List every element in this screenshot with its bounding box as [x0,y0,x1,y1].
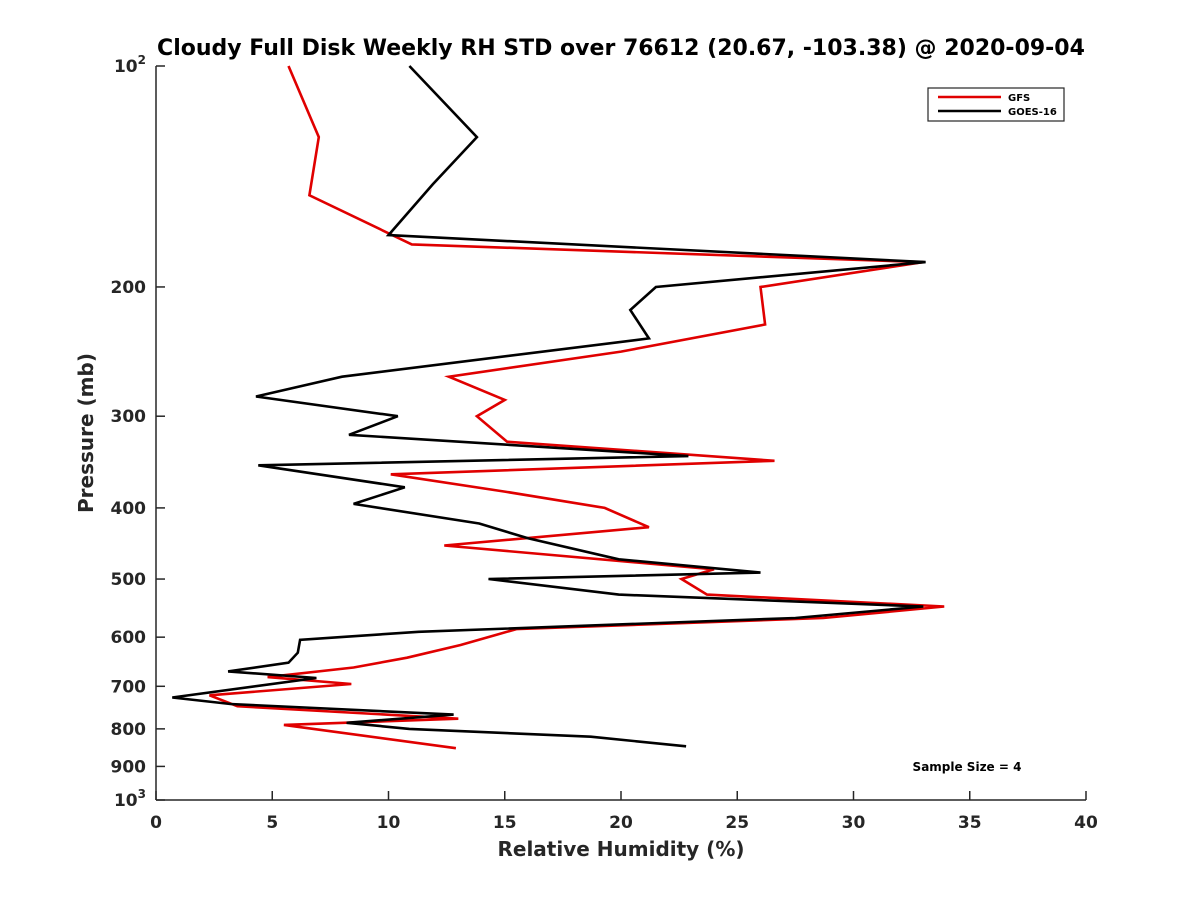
y-tick-label: 300 [111,407,147,427]
legend-entry-goes16: GOES-16 [1008,107,1057,118]
x-tick-label: 0 [150,813,162,833]
y-tick-label: 103 [114,787,146,811]
series-lines [172,65,945,750]
x-tick-label: 10 [377,813,401,833]
legend-box [927,87,1065,122]
x-tick-label: 15 [493,813,517,833]
sample-size-annotation: Sample Size = 4 [913,760,1022,774]
y-axis-label: Pressure (mb) [74,353,98,513]
series-line-goes-16 [172,65,926,748]
y-tick-label: 800 [111,720,147,740]
y-tick-label: 400 [111,499,147,519]
x-axis-label: Relative Humidity (%) [497,837,744,861]
y-tick-label: 102 [114,53,146,77]
y-axis-ticks: 102 200 300 400 500 600 700 800 900 103 [111,53,165,811]
y-tick-label: 900 [111,757,147,777]
x-tick-label: 40 [1074,813,1098,833]
chart-title: Cloudy Full Disk Weekly RH STD over 7661… [157,36,1085,61]
x-tick-label: 20 [609,813,633,833]
x-tick-label: 25 [725,813,749,833]
legend: GFS GOES-16 [927,87,1065,122]
y-tick-label: 500 [111,570,147,590]
y-tick-label: 600 [111,628,147,648]
plot-area: 0 5 10 15 20 25 30 35 40 102 200 300 400 500 600 700 80… [111,53,1098,833]
legend-entry-gfs: GFS [1008,93,1030,104]
x-tick-label: 5 [266,813,278,833]
x-axis-ticks: 0 5 10 15 20 25 30 35 40 [150,791,1098,833]
x-tick-label: 35 [958,813,982,833]
y-tick-label: 200 [111,278,147,298]
series-line-gfs [209,65,945,750]
x-tick-label: 30 [842,813,866,833]
y-tick-label: 700 [111,677,147,697]
